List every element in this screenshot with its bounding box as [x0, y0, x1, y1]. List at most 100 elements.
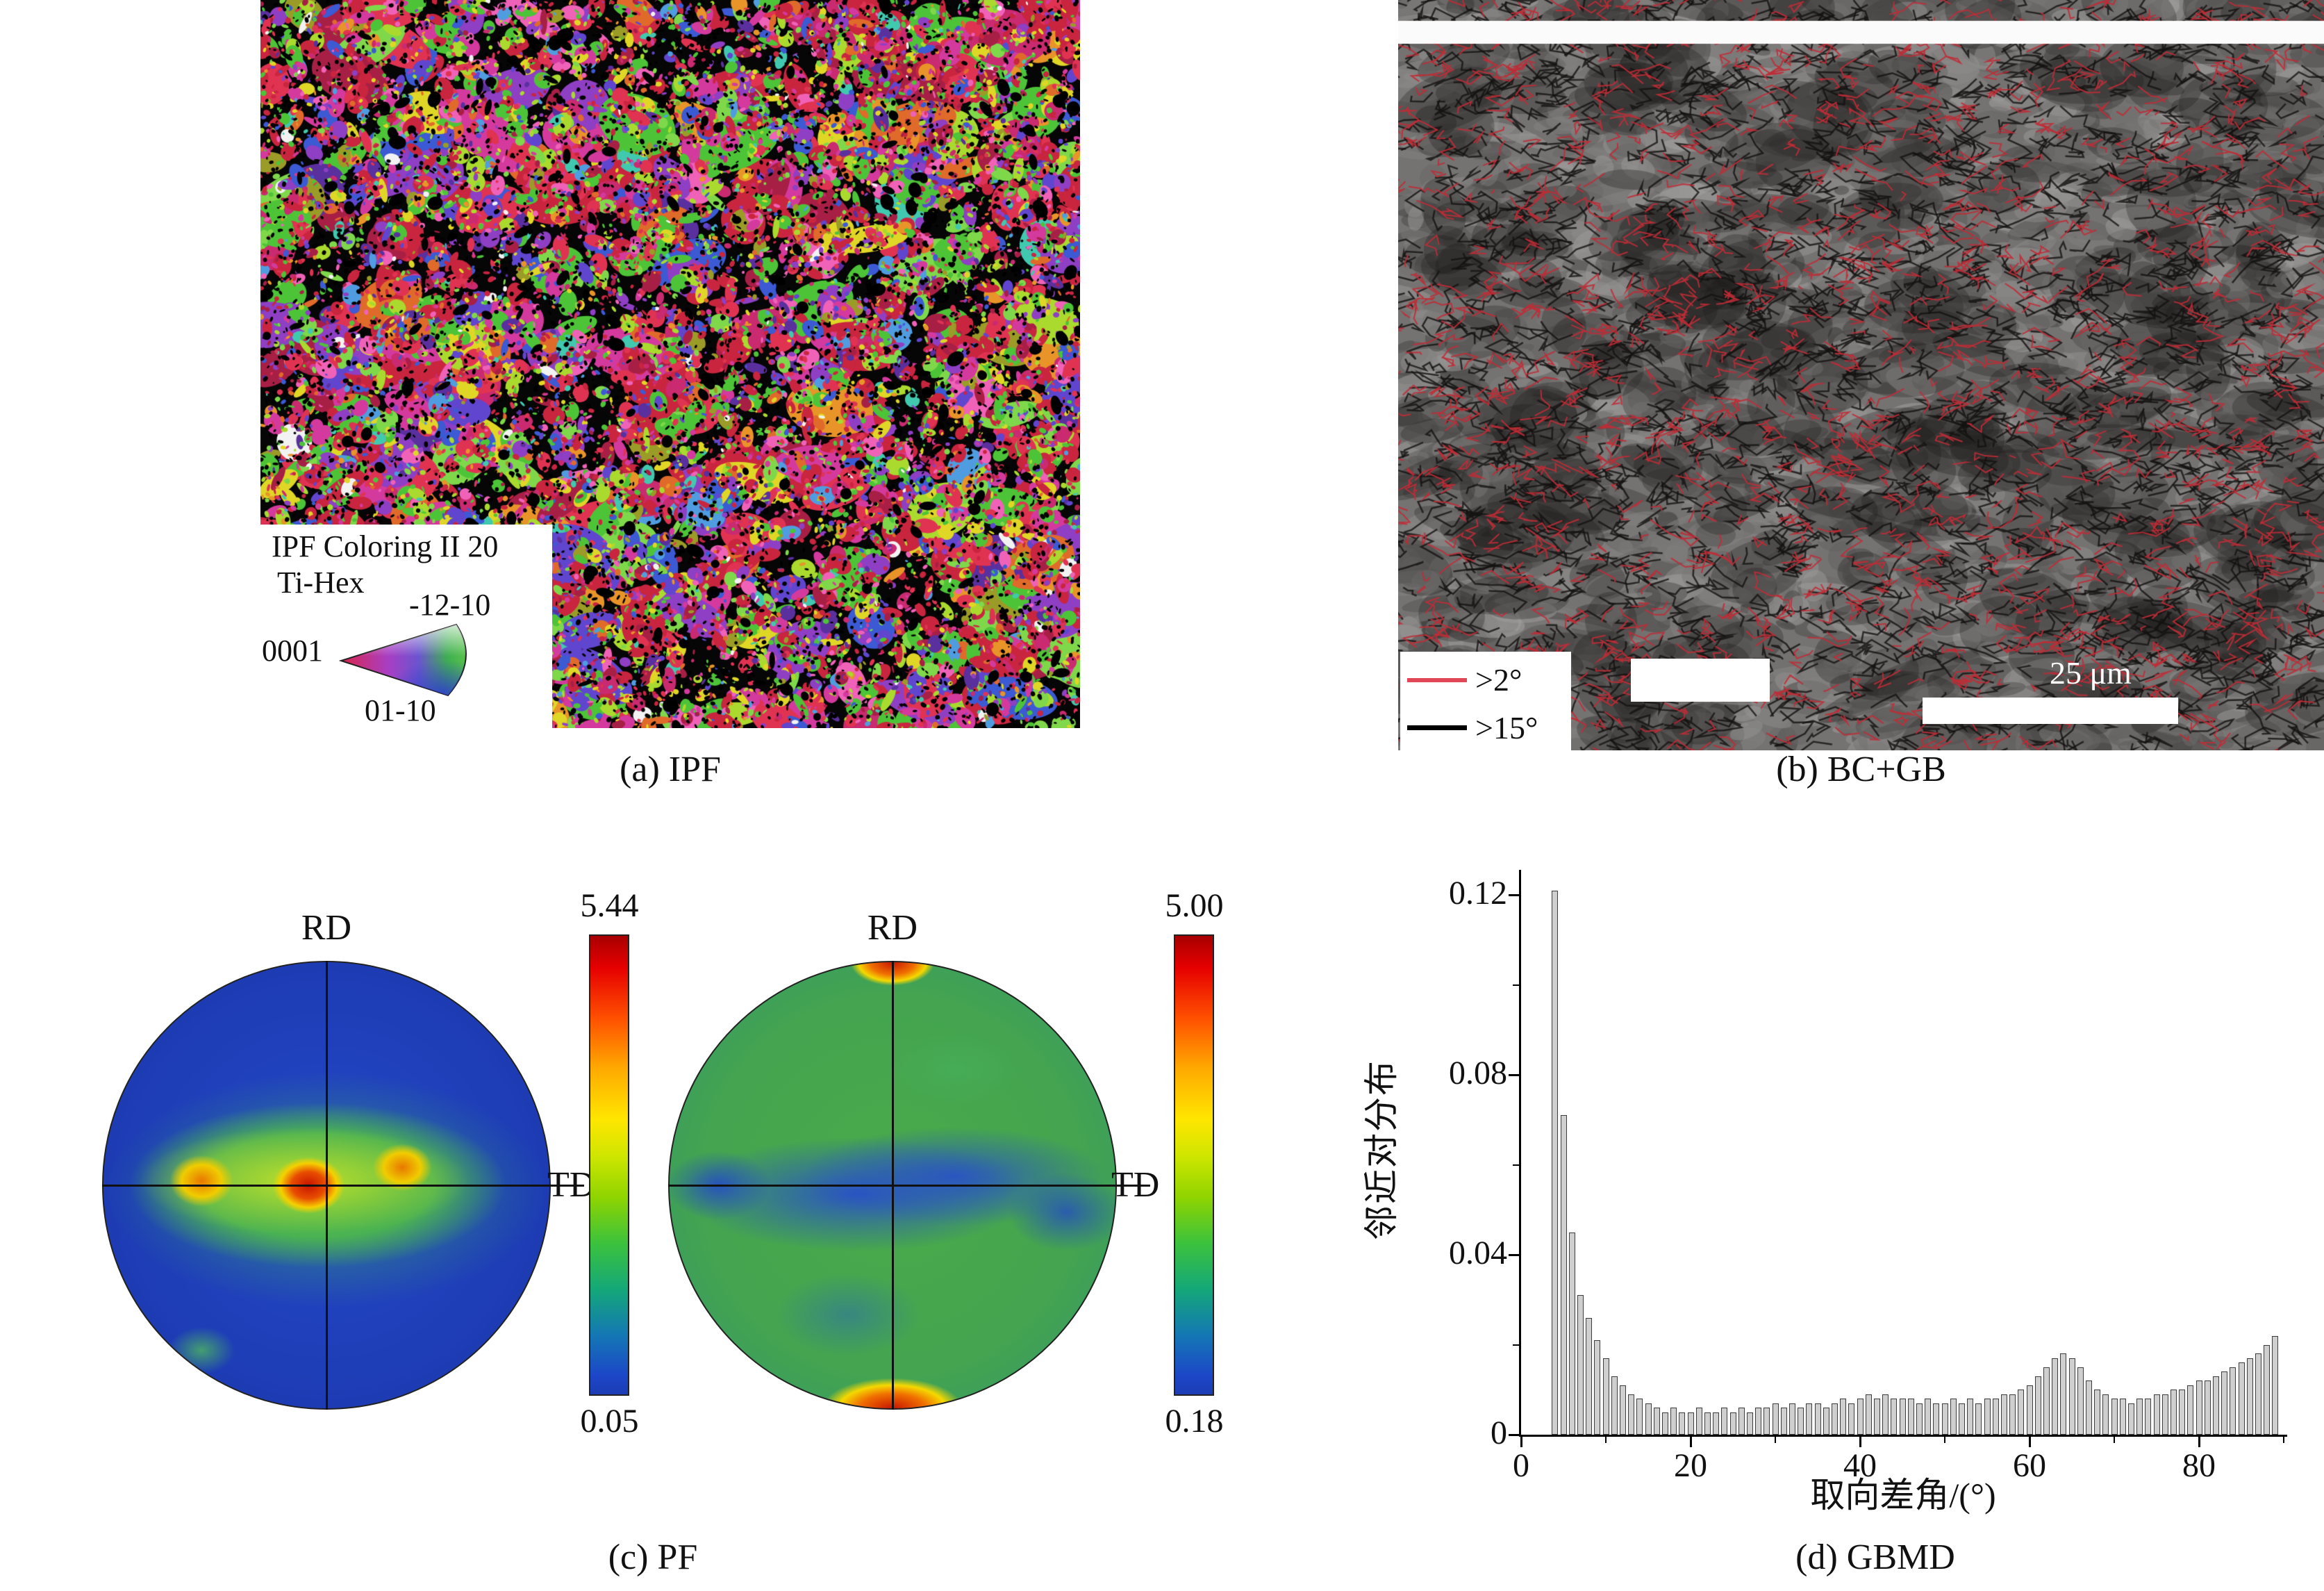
histogram-bar [1611, 1376, 1618, 1435]
y-axis-line [1519, 870, 1521, 1437]
y-axis-minor-tick [1513, 1344, 1519, 1346]
pf2-colorbar-min: 0.18 [1165, 1403, 1224, 1440]
low-angle-boundary-swatch [1407, 677, 1467, 682]
band-contrast-grain-boundary-map [1398, 0, 2324, 750]
y-axis-minor-tick [1513, 984, 1519, 986]
pf2-td-label: TD [1111, 1165, 1160, 1205]
histogram-bar [2000, 1394, 2007, 1435]
histogram-bar [1713, 1412, 1720, 1435]
histogram-bar [1721, 1408, 1728, 1435]
y-axis-tick-label: 0.08 [1449, 1055, 1507, 1091]
histogram-bar [1594, 1340, 1601, 1435]
histogram-bar [1738, 1408, 1745, 1435]
histogram-bar [1806, 1403, 1813, 1435]
caption-d: (d) GBMD [1795, 1538, 1955, 1577]
histogram-bar [2094, 1390, 2101, 1435]
histogram-bar [2127, 1403, 2134, 1435]
y-axis-tick [1509, 1074, 1519, 1076]
histogram-bar [2009, 1394, 2016, 1435]
x-axis-minor-tick [2283, 1437, 2284, 1443]
histogram-bar [2264, 1344, 2271, 1435]
scale-bar-label: 25 μm [2050, 655, 2132, 691]
histogram-bar [1763, 1408, 1770, 1435]
pf1-td-axis-line [102, 1185, 584, 1187]
histogram-bar [1772, 1403, 1779, 1435]
x-axis-minor-tick [1944, 1437, 1945, 1443]
scale-bar [1923, 698, 2178, 724]
pf1-rd-label: RD [301, 908, 352, 948]
histogram-bar [1814, 1403, 1821, 1435]
y-axis-tick [1509, 894, 1519, 896]
histogram-bar [2052, 1358, 2059, 1435]
histogram-bar [1695, 1408, 1702, 1435]
histogram-bar [1661, 1412, 1668, 1435]
histogram-bar [1586, 1317, 1593, 1435]
x-axis-tick-label: 20 [1674, 1447, 1707, 1484]
x-axis-tick-label: 80 [2182, 1447, 2216, 1484]
histogram-bar [2085, 1380, 2092, 1435]
high-angle-boundary-swatch [1407, 725, 1467, 730]
x-axis-minor-tick [1605, 1437, 1607, 1443]
histogram-bar [2145, 1399, 2152, 1435]
gb-legend-row-low-angle: >2° [1407, 661, 1564, 698]
x-axis-tick [2029, 1437, 2031, 1447]
histogram-bar [1619, 1385, 1626, 1435]
histogram-bar [1823, 1408, 1829, 1435]
pf1-colorbar [589, 934, 629, 1396]
histogram-bar [2170, 1390, 2177, 1435]
histogram-bar [1755, 1408, 1762, 1435]
histogram-bar [1687, 1412, 1694, 1435]
histogram-bar [2212, 1376, 2219, 1435]
y-axis-tick [1509, 1434, 1519, 1436]
ipf-corner-label-0001: 0001 [262, 634, 323, 668]
histogram-bar [1746, 1412, 1753, 1435]
y-axis-tick [1509, 1254, 1519, 1256]
histogram-bar [1568, 1232, 1575, 1435]
pf2-colorbar-max: 5.00 [1165, 887, 1224, 924]
histogram-bar [2077, 1367, 2084, 1435]
histogram-bar [1925, 1399, 1932, 1435]
low-angle-boundary-label: >2° [1475, 662, 1522, 698]
pf1-td-label: TD [547, 1165, 596, 1205]
ipf-legend-title: IPF Coloring II 20 [272, 529, 499, 563]
histogram-bar [1729, 1412, 1736, 1435]
histogram-bar [1552, 890, 1559, 1435]
caption-c: (c) PF [608, 1538, 698, 1577]
histogram-bar [1916, 1403, 1923, 1435]
histogram-bar [2026, 1385, 2033, 1435]
histogram-bar [1831, 1403, 1838, 1435]
histogram-bar [1798, 1408, 1804, 1435]
histogram-bar [1865, 1394, 1872, 1435]
histogram-bar [1984, 1399, 1991, 1435]
ipf-color-triangle-icon [338, 623, 467, 697]
ipf-corner-label-bottom: 01-10 [365, 693, 436, 727]
histogram-bar [1899, 1399, 1906, 1435]
histogram-bar [1967, 1399, 1974, 1435]
histogram-bars [1521, 872, 2285, 1435]
histogram-bar [1645, 1403, 1652, 1435]
histogram-bar [2068, 1358, 2075, 1435]
histogram-bar [1679, 1412, 1686, 1435]
caption-a: (a) IPF [620, 750, 721, 789]
histogram-bar [2111, 1399, 2118, 1435]
y-axis-minor-tick [1513, 1164, 1519, 1166]
histogram-bar [1788, 1403, 1795, 1435]
caption-b: (b) BC+GB [1776, 750, 1946, 789]
y-axis-tick-label: 0.12 [1449, 875, 1507, 912]
histogram-bar [1992, 1399, 1999, 1435]
pf2-rd-label: RD [867, 908, 918, 948]
histogram-bar [2136, 1399, 2143, 1435]
histogram-bar [1975, 1403, 1982, 1435]
histogram-bar [2102, 1394, 2109, 1435]
histogram-bar [2246, 1358, 2253, 1435]
histogram-bar [2221, 1371, 2228, 1435]
pf1-rd-axis-line [326, 961, 328, 1410]
pf2-rd-axis-line [892, 961, 894, 1410]
y-axis-tick-label: 0.04 [1449, 1235, 1507, 1271]
x-axis-title: 取向差角/(°) [1810, 1476, 1996, 1515]
ipf-legend: IPF Coloring II 20 Ti-Hex -12-10 0001 [260, 525, 552, 728]
x-axis-tick-label: 60 [2013, 1447, 2046, 1484]
histogram-bar [2161, 1394, 2168, 1435]
x-axis-tick [1520, 1437, 1522, 1447]
